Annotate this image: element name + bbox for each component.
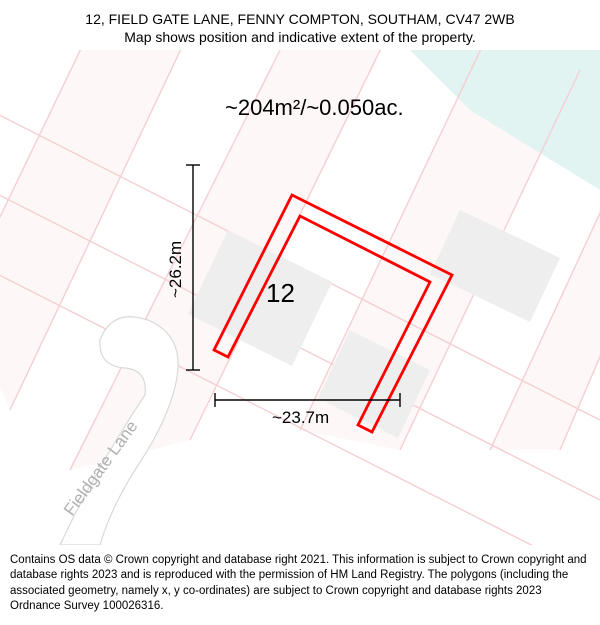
page-title: 12, FIELD GATE LANE, FENNY COMPTON, SOUT… xyxy=(20,10,580,28)
map-canvas: ~204m²/~0.050ac. 12 ~26.2m ~23.7m Fieldg… xyxy=(0,50,600,545)
plot-number-label: 12 xyxy=(266,278,295,309)
page-subtitle: Map shows position and indicative extent… xyxy=(20,28,580,46)
copyright-footer: Contains OS data © Crown copyright and d… xyxy=(0,545,600,625)
width-dimension-label: ~23.7m xyxy=(272,408,329,428)
area-label: ~204m²/~0.050ac. xyxy=(225,95,404,121)
height-dimension-label: ~26.2m xyxy=(166,241,186,298)
